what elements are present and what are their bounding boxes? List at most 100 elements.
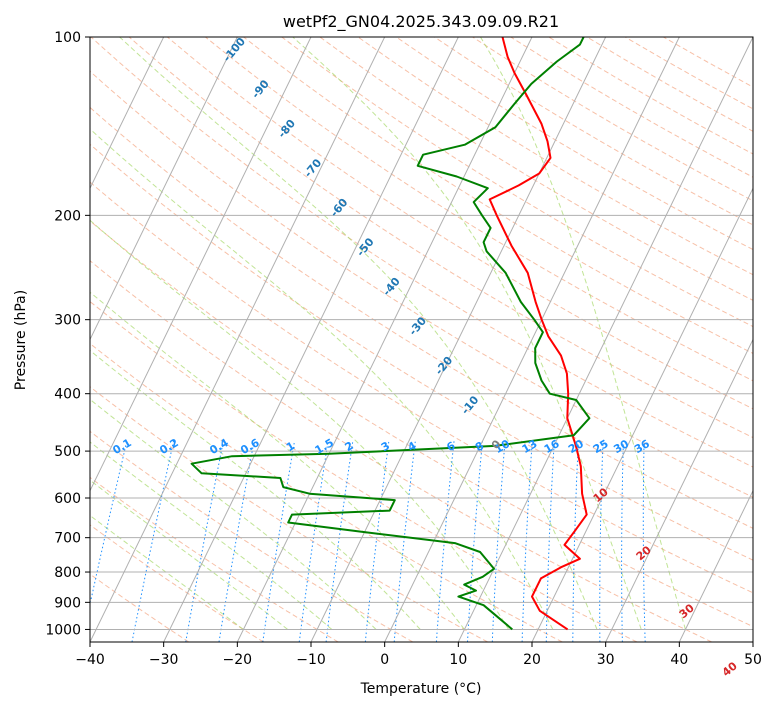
dry-adiabat bbox=[395, 37, 753, 251]
isotherm-line bbox=[531, 187, 753, 642]
isotherm-label: -50 bbox=[354, 235, 377, 259]
isotherm-line bbox=[678, 489, 753, 642]
dry-adiabat bbox=[243, 37, 753, 354]
dry-adiabat bbox=[663, 37, 753, 88]
mixing-ratio-label: 6 bbox=[444, 439, 457, 454]
moist-adiabat bbox=[480, 37, 686, 630]
isotherm-line bbox=[752, 640, 753, 642]
mixing-ratio-label: 1 bbox=[284, 439, 297, 454]
isotherm-line bbox=[90, 37, 312, 492]
moist-adiabat bbox=[90, 398, 377, 630]
mixing-ratio-line bbox=[262, 440, 296, 642]
dry-adiabat bbox=[90, 220, 753, 628]
y-tick-label: 200 bbox=[54, 208, 81, 224]
moist-adiabat bbox=[90, 219, 510, 630]
isotherm-label: -10 bbox=[459, 393, 482, 417]
temperature-line bbox=[488, 37, 588, 631]
x-tick-label: −20 bbox=[223, 652, 253, 668]
x-tick-label: 10 bbox=[449, 652, 467, 668]
mixing-ratio-label: 25 bbox=[591, 437, 611, 456]
dewpoint-line bbox=[190, 37, 591, 631]
moist-adiabat bbox=[119, 37, 598, 630]
mixing-ratio-line bbox=[621, 440, 624, 642]
moist-adiabat bbox=[292, 37, 642, 630]
dry-adiabat bbox=[90, 300, 638, 642]
isotherm-label: -100 bbox=[220, 35, 248, 65]
dry-adiabat bbox=[90, 342, 563, 642]
y-tick-label: 900 bbox=[54, 595, 81, 611]
mixing-ratio-label: 36 bbox=[632, 437, 652, 456]
mixing-ratio-line bbox=[298, 440, 329, 642]
mixing-ratio-line bbox=[521, 440, 533, 642]
y-tick-label: 100 bbox=[54, 30, 81, 46]
y-tick-label: 300 bbox=[54, 313, 81, 329]
isotherm-label: -40 bbox=[380, 275, 403, 299]
dry-adiabat bbox=[166, 37, 753, 410]
mixing-ratio-line bbox=[131, 440, 175, 642]
mixing-ratio-line bbox=[393, 440, 416, 642]
y-axis-label: Pressure (hPa) bbox=[13, 290, 29, 390]
y-tick-label: 1000 bbox=[45, 622, 81, 638]
isotherm-label: -90 bbox=[249, 77, 272, 101]
isotherm-line bbox=[90, 37, 386, 642]
mixing-ratio-line bbox=[467, 440, 483, 642]
mixing-ratio-label: 4 bbox=[405, 439, 418, 454]
y-tick-label: 600 bbox=[54, 491, 81, 507]
plot-frame bbox=[89, 36, 754, 643]
mixing-ratio-line bbox=[218, 440, 255, 642]
y-tick-label: 500 bbox=[54, 444, 81, 460]
isotherm-line bbox=[605, 338, 753, 642]
mixing-ratio-line bbox=[364, 440, 390, 642]
isotherm-line bbox=[310, 37, 607, 642]
x-tick-label: 30 bbox=[597, 652, 615, 668]
dry-adiabat bbox=[90, 524, 264, 642]
y-axis-ticks: 100 200 300 400 500 600 700 800 900 1000 bbox=[45, 30, 90, 638]
isotherm-label: -60 bbox=[328, 196, 351, 220]
moist-adiabat bbox=[90, 128, 554, 630]
dry-adiabat bbox=[90, 181, 753, 594]
isotherm-line bbox=[90, 37, 238, 341]
moist-adiabat bbox=[90, 441, 333, 630]
y-tick-label: 400 bbox=[54, 387, 81, 403]
dry-adiabat bbox=[586, 37, 753, 132]
mixing-ratio-line bbox=[642, 440, 646, 642]
moist-adiabat bbox=[90, 479, 288, 630]
dry-adiabat bbox=[90, 37, 753, 468]
x-tick-label: −30 bbox=[149, 652, 179, 668]
dry-adiabat bbox=[90, 573, 190, 642]
mixing-ratio-label: 0.2 bbox=[157, 436, 180, 457]
theta-e-label: 40 bbox=[720, 659, 740, 679]
mixing-ratio-line bbox=[325, 440, 354, 642]
dry-adiabat bbox=[90, 70, 753, 498]
dry-adiabat bbox=[472, 37, 753, 202]
theta-e-label: 20 bbox=[634, 543, 654, 563]
theta-e-label: 30 bbox=[677, 601, 697, 621]
x-tick-label: 50 bbox=[744, 652, 762, 668]
dry-adiabat bbox=[90, 143, 753, 561]
background-lines bbox=[90, 37, 753, 642]
chart-title: wetPf2_GN04.2025.343.09.09.R21 bbox=[283, 12, 559, 32]
profile-series bbox=[190, 37, 591, 631]
moist-adiabat bbox=[90, 514, 244, 630]
mixing-ratio-label: 0.4 bbox=[207, 436, 231, 457]
isotherm-line bbox=[163, 37, 459, 642]
y-tick-label: 800 bbox=[54, 565, 81, 581]
dry-adiabat bbox=[357, 37, 753, 276]
isotherm-line bbox=[90, 37, 165, 190]
isotherm-label: -70 bbox=[302, 156, 325, 180]
mixing-ratio-label: 30 bbox=[611, 437, 631, 456]
isotherm-label: -30 bbox=[406, 314, 429, 338]
dry-adiabat bbox=[90, 106, 753, 529]
x-axis-label: Temperature (°C) bbox=[360, 681, 482, 697]
isotherm-label: -20 bbox=[433, 354, 456, 378]
x-axis-ticks: −40 −30 −20 −10 0 10 20 30 40 50 bbox=[75, 642, 762, 668]
x-tick-label: 0 bbox=[380, 652, 389, 668]
y-tick-label: 700 bbox=[54, 531, 81, 547]
dry-adiabat bbox=[281, 37, 753, 328]
mixing-ratio-line bbox=[572, 440, 579, 642]
mixing-ratio-label: 0.6 bbox=[238, 436, 262, 457]
mixing-ratio-label: 0.1 bbox=[110, 436, 133, 457]
mixing-ratio-line bbox=[491, 440, 506, 642]
x-tick-label: 40 bbox=[670, 652, 688, 668]
